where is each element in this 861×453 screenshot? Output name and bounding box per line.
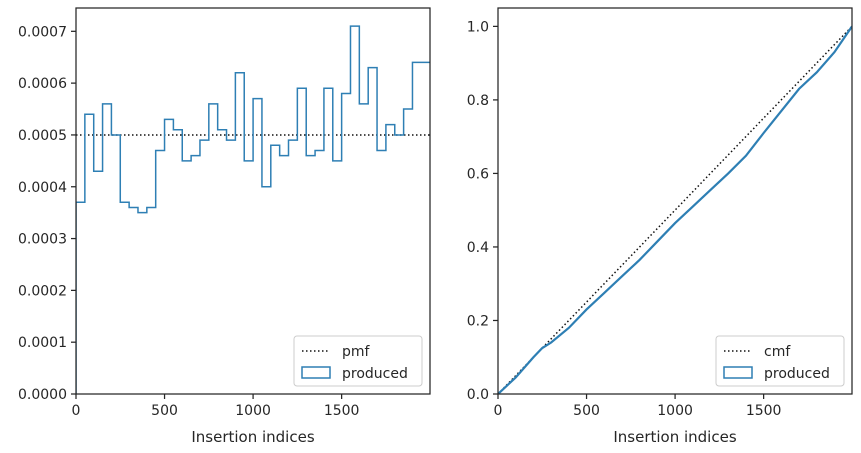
y-tick-label: 0.0004 bbox=[18, 180, 67, 196]
x-tick-label: 1000 bbox=[657, 403, 693, 419]
cmf-line bbox=[498, 25, 852, 394]
legend-frame bbox=[715, 335, 845, 387]
legend-produced-swatch bbox=[723, 366, 753, 379]
x-axis-label: Insertion indices bbox=[191, 428, 314, 446]
y-tick-label: 0.0000 bbox=[18, 387, 67, 403]
legend-produced-label: produced bbox=[764, 366, 830, 382]
legend-cmf-label: cmf bbox=[764, 344, 791, 360]
y-tick-label: 0.0 bbox=[467, 387, 489, 403]
produced-line bbox=[498, 25, 852, 394]
x-tick-label: 500 bbox=[151, 403, 178, 419]
y-tick-label: 0.0002 bbox=[18, 283, 67, 299]
legend-produced-label: produced bbox=[342, 366, 408, 382]
legend-frame bbox=[293, 335, 423, 387]
legend: pmf produced bbox=[293, 335, 423, 387]
y-tick-label: 0.0005 bbox=[18, 128, 67, 144]
legend-pmf-label: pmf bbox=[342, 344, 371, 360]
y-tick-label: 1.0 bbox=[467, 19, 489, 35]
y-tick-label: 0.6 bbox=[467, 166, 489, 182]
y-tick-label: 0.0001 bbox=[18, 335, 67, 351]
y-tick-label: 0.8 bbox=[467, 93, 489, 109]
y-tick-label: 0.4 bbox=[467, 240, 489, 256]
chart-panel-1: 0 500 1000 1500 0.0000 0.0001 0.0002 0.0003 0.00… bbox=[18, 7, 431, 446]
x-tick-label: 0 bbox=[494, 403, 503, 419]
y-tick-label: 0.0006 bbox=[18, 76, 67, 92]
produced-step bbox=[76, 25, 430, 394]
chart-panel-2: 0 500 1000 1500 0.0 0.2 0.4 0.6 0.8 1.0 Insertion … bbox=[467, 7, 853, 446]
legend: cmf produced bbox=[715, 335, 845, 387]
x-tick-label: 0 bbox=[72, 403, 81, 419]
plot-area bbox=[498, 25, 852, 394]
y-tick-label: 0.0007 bbox=[18, 24, 67, 40]
x-tick-label: 500 bbox=[573, 403, 600, 419]
x-axis-label: Insertion indices bbox=[613, 428, 736, 446]
legend-produced-swatch bbox=[301, 366, 331, 379]
plot-area bbox=[76, 25, 430, 394]
y-tick-label: 0.2 bbox=[467, 313, 489, 329]
x-tick-label: 1500 bbox=[324, 403, 360, 419]
x-tick-label: 1000 bbox=[235, 403, 271, 419]
x-tick-label: 1500 bbox=[746, 403, 782, 419]
y-tick-label: 0.0003 bbox=[18, 232, 67, 248]
